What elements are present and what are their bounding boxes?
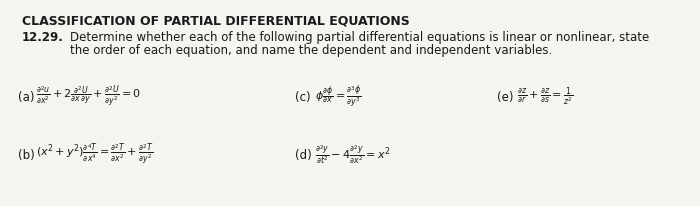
Text: Determine whether each of the following partial differential equations is linear: Determine whether each of the following …	[70, 31, 650, 44]
Text: (e): (e)	[497, 90, 514, 103]
Text: the order of each equation, and name the dependent and independent variables.: the order of each equation, and name the…	[70, 44, 552, 57]
Text: $\frac{\partial^2 u}{\partial x^2} + 2\frac{\partial^2 U}{\partial x\,\partial y: $\frac{\partial^2 u}{\partial x^2} + 2\f…	[36, 84, 141, 109]
Text: (b): (b)	[18, 148, 35, 161]
Text: $\phi\frac{\partial\phi}{\partial x} = \frac{\partial^3\phi}{\partial y^3}$: $\phi\frac{\partial\phi}{\partial x} = \…	[315, 84, 361, 109]
Text: $\frac{\partial^2 y}{\partial t^2} - 4\frac{\partial^2 y}{\partial x^2} = x^2$: $\frac{\partial^2 y}{\partial t^2} - 4\f…	[315, 143, 391, 166]
Text: 12.29.: 12.29.	[22, 31, 64, 44]
Text: (d): (d)	[295, 148, 312, 161]
Text: $(x^2 + y^2)\frac{\partial^4 T}{\partial x^4} = \frac{\partial^2 T}{\partial x^2: $(x^2 + y^2)\frac{\partial^4 T}{\partial…	[36, 142, 153, 166]
Text: (a): (a)	[18, 90, 34, 103]
Text: $\frac{\partial z}{\partial r} + \frac{\partial z}{\partial s} = \frac{1}{z^2}$: $\frac{\partial z}{\partial r} + \frac{\…	[517, 85, 573, 108]
Text: (c): (c)	[295, 90, 311, 103]
Text: CLASSIFICATION OF PARTIAL DIFFERENTIAL EQUATIONS: CLASSIFICATION OF PARTIAL DIFFERENTIAL E…	[22, 14, 409, 27]
